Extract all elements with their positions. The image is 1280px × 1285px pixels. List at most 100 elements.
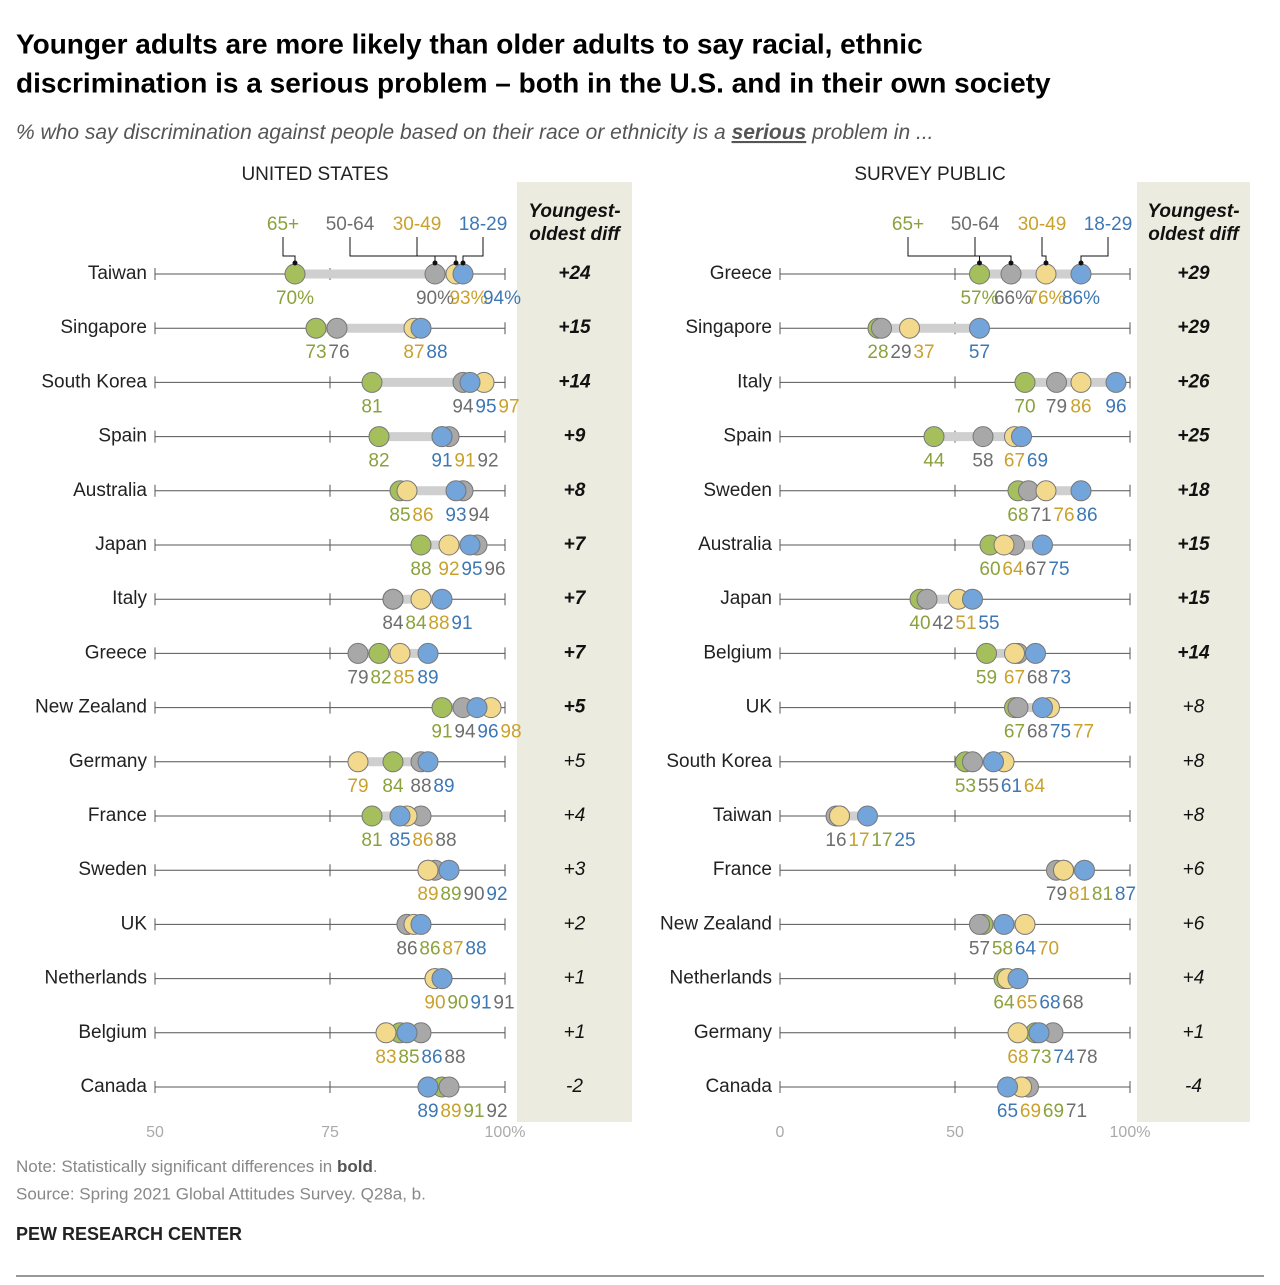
value-label: 85 [389,830,410,851]
diff-label: +18 [1177,480,1210,501]
diff-header: oldest diff [529,224,621,245]
value-label: 73 [305,342,326,363]
dot [983,751,1004,773]
value-label: 94 [468,505,490,526]
dot [445,480,467,502]
category-label: UK [121,913,148,934]
value-label: 89 [440,884,461,905]
dot [396,1022,418,1044]
dot [417,859,439,881]
value-label: 92 [486,1101,507,1122]
dot [871,317,892,339]
dot [431,968,453,990]
dot [326,317,348,339]
dot [993,534,1015,556]
diff-label: +5 [564,697,586,718]
dot [410,588,432,610]
value-label: 91 [470,993,491,1014]
value-label: 68 [1007,505,1028,526]
value-label: 86 [421,1047,442,1068]
category-label: Germany [69,751,148,772]
dot [1035,480,1057,502]
value-label: 17 [871,830,892,851]
diff-header: oldest diff [1148,224,1240,245]
dot [899,317,920,339]
value-label: 55 [978,776,999,797]
dot [962,751,983,773]
value-label: 64 [1015,938,1037,959]
value-label: 87 [1115,884,1136,905]
dot [389,642,411,664]
category-label: Belgium [703,642,772,663]
category-label: France [713,859,772,880]
category-label: Singapore [685,317,772,338]
value-label: 87 [442,938,463,959]
value-label: 86 [412,505,433,526]
legend-leader-dot [292,260,298,266]
value-label: 89 [417,667,438,688]
category-label: Spain [723,426,772,447]
dot [1105,371,1127,393]
diff-label: +29 [1177,263,1210,284]
diff-label: +8 [564,480,586,501]
dot [438,859,460,881]
legend-leader [282,237,296,263]
category-label: Canada [705,1076,772,1097]
value-label: 90 [424,993,445,1014]
value-label: 90 [447,993,468,1014]
dot [1074,859,1095,881]
dot [976,642,997,664]
value-label: 37 [913,342,934,363]
value-label: 55 [978,613,999,634]
value-label: 94 [452,396,474,417]
note-part: . [373,1157,378,1176]
value-label: 61 [1001,776,1022,797]
value-label: 86 [419,938,440,959]
value-label: 88 [428,613,449,634]
diff-label: +5 [564,751,586,772]
value-label: 96 [477,722,498,743]
category-label: Australia [698,534,772,555]
category-label: Netherlands [670,968,772,989]
value-label: 96 [1105,396,1126,417]
dot [1025,642,1046,664]
category-label: Germany [694,1022,773,1043]
value-label: 85 [389,505,410,526]
diff-header: Youngest- [1147,201,1239,222]
dot [916,588,938,610]
category-label: UK [746,697,773,718]
value-label: 16 [825,830,846,851]
legend-leader-dot [1078,260,1084,266]
value-label: 79 [347,776,368,797]
diff-label: +14 [1177,642,1210,663]
subtitle-part: problem in ... [806,121,933,144]
diff-label: +15 [1177,534,1210,555]
legend-label: 50-64 [326,214,375,235]
diff-label: +14 [558,371,591,392]
value-label: 70 [1014,396,1035,417]
x-tick-label: 50 [146,1124,164,1141]
dot [431,426,453,448]
dot [1070,480,1092,502]
value-label: 89 [433,776,454,797]
category-label: Netherlands [45,968,147,989]
category-label: Sweden [78,859,147,880]
value-label: 88 [465,938,486,959]
category-label: Greece [85,642,147,663]
value-label: 82 [370,667,391,688]
value-label: 64 [1024,776,1046,797]
dot [382,751,404,773]
value-label: 86 [412,830,433,851]
diff-label: +25 [1177,426,1210,447]
dot [417,751,439,773]
value-label: 79 [1046,396,1067,417]
category-label: South Korea [666,751,772,772]
dot [424,263,446,285]
category-label: Spain [98,426,147,447]
value-label: 78 [1076,1047,1097,1068]
diff-label: +2 [564,913,586,934]
diff-column-bg [517,182,632,1122]
legend-label: 18-29 [1084,214,1133,235]
value-label: 84 [405,613,427,634]
diff-label: +7 [564,588,587,609]
